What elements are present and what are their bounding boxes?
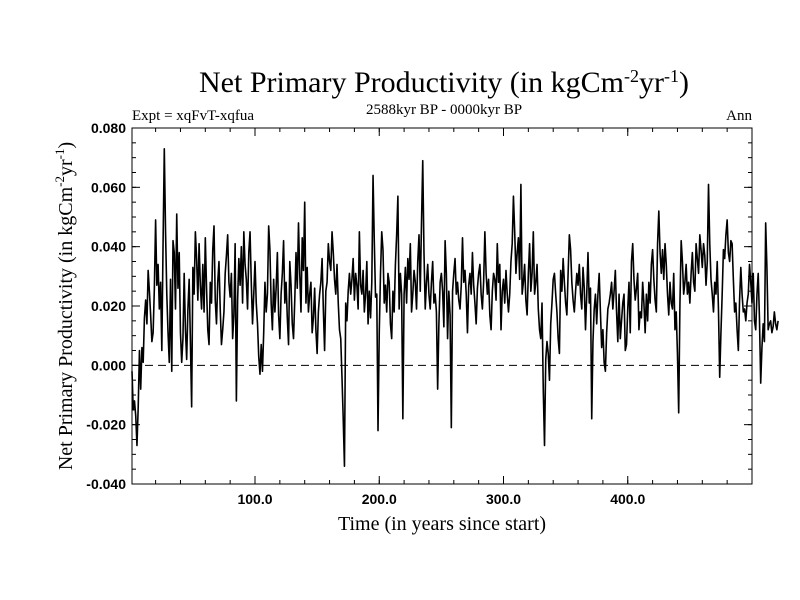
y-tick-label: -0.040 xyxy=(86,476,126,492)
x-axis-ticks: 100.0 200.0 300.0 400.0 xyxy=(155,128,753,507)
npp-series-line xyxy=(131,147,779,467)
season-label: Ann xyxy=(726,108,752,124)
x-tick-label: 400.0 xyxy=(610,491,645,507)
y-tick-label: 0.020 xyxy=(91,298,126,314)
x-tick-label: 200.0 xyxy=(362,491,397,507)
y-axis-ticks: -0.040 -0.020 0.000 0.020 0.040 0.060 0.080 xyxy=(86,120,752,492)
y-tick-label: -0.020 xyxy=(86,417,126,433)
y-tick-label: 0.060 xyxy=(91,179,126,195)
x-tick-label: 300.0 xyxy=(486,491,521,507)
y-axis-label: Net Primary Productivity (in kgCm-2yr-1) xyxy=(52,142,77,470)
x-tick-label: 100.0 xyxy=(237,491,272,507)
y-tick-label: 0.080 xyxy=(91,120,126,136)
y-tick-label: 0.000 xyxy=(91,357,126,373)
chart-title: Net Primary Productivity (in kgCm-2yr-1) xyxy=(199,66,689,99)
y-tick-label: 0.040 xyxy=(91,239,126,255)
x-axis-label: Time (in years since start) xyxy=(338,513,546,535)
experiment-label: Expt = xqFvT-xqfua xyxy=(132,108,254,124)
time-range-label: 2588kyr BP - 0000kyr BP xyxy=(366,102,522,118)
